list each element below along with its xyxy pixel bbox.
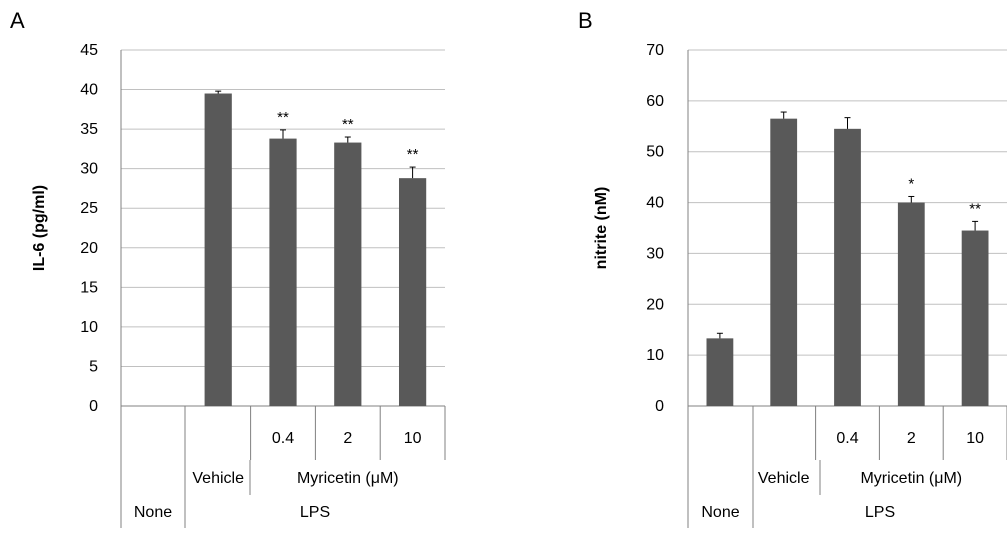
y-tick-label: 25 [80, 200, 98, 217]
bar [834, 128, 861, 407]
y-tick-label: 5 [89, 358, 98, 375]
bar [204, 93, 232, 406]
x-group-label-vehicle: Vehicle [192, 470, 244, 487]
y-tick-label: 50 [646, 144, 664, 161]
significance-marker: * [908, 175, 914, 192]
significance-marker: ** [407, 146, 419, 163]
y-tick-label: 40 [80, 82, 98, 99]
x-tick-label: 0.4 [272, 430, 294, 447]
x-group-label-stimulus: LPS [865, 504, 895, 521]
significance-marker: ** [969, 200, 981, 217]
x-tick-label: 10 [404, 430, 422, 447]
x-tick-label: 10 [966, 430, 984, 447]
y-tick-label: 30 [80, 161, 98, 178]
y-tick-label: 20 [80, 240, 98, 257]
significance-marker: ** [342, 116, 354, 133]
x-group-label-treatment: Myricetin (μM) [860, 470, 962, 487]
y-tick-label: 60 [646, 93, 664, 110]
y-tick-label: 40 [646, 195, 664, 212]
y-tick-label: 0 [89, 398, 98, 415]
y-axis-label: nitrite (nM) [593, 187, 610, 270]
y-tick-label: 35 [80, 121, 98, 138]
bar [961, 230, 989, 406]
x-group-label-vehicle: Vehicle [758, 470, 810, 487]
significance-marker: ** [277, 109, 289, 126]
y-tick-label: 70 [646, 42, 664, 59]
bar [269, 138, 297, 407]
y-tick-label: 10 [80, 319, 98, 336]
y-tick-label: 0 [655, 398, 664, 415]
x-tick-label: 0.4 [836, 430, 858, 447]
bar [706, 338, 734, 406]
y-tick-label: 45 [80, 42, 98, 59]
bar [334, 142, 362, 406]
bar [770, 118, 798, 407]
x-group-label-none: None [701, 504, 739, 521]
x-group-label-treatment: Myricetin (μM) [297, 470, 399, 487]
chart-panel-a: A 0 5 10 15 20 25 30 35 40 45 IL-6 (pg/ml) ** ** ** 0.4… [10, 8, 446, 528]
y-axis-label: IL-6 (pg/ml) [31, 185, 48, 271]
bar [897, 202, 925, 406]
panel-letter: A [10, 8, 25, 33]
y-tick-label: 15 [80, 279, 98, 296]
panel-letter: B [578, 8, 593, 33]
x-group-label-stimulus: LPS [300, 504, 330, 521]
y-tick-label: 30 [646, 245, 664, 262]
x-tick-label: 2 [343, 430, 352, 447]
x-tick-label: 2 [907, 430, 916, 447]
y-tick-label: 10 [646, 347, 664, 364]
y-tick-label: 20 [646, 296, 664, 313]
x-group-label-none: None [134, 504, 172, 521]
bar [398, 178, 427, 406]
